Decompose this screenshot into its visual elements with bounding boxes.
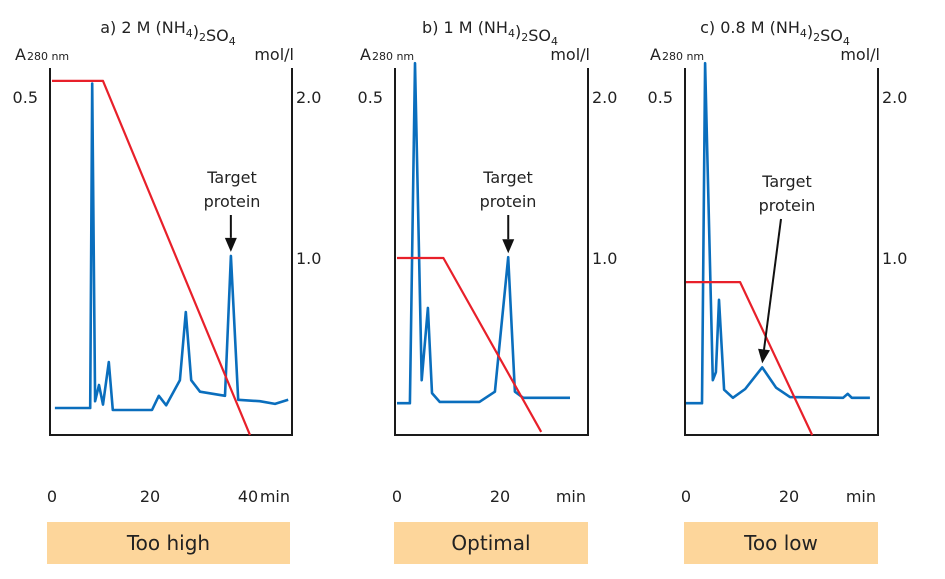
x-tick-label: 0 — [392, 487, 402, 506]
y-right-tick-label: 1.0 — [882, 249, 907, 268]
x-axis-label: min — [260, 487, 290, 506]
annotation-label-line2: protein — [480, 192, 537, 211]
axes-frame — [49, 68, 293, 436]
y-right-tick-label: 2.0 — [882, 88, 907, 107]
absorbance-trace — [397, 61, 570, 405]
panel-a: a) 2 M (NH4)2SO4 A280 nm mol/l 0 20 40 min 0.5 2… — [13, 18, 321, 564]
y-axis-left-label: A280 nm — [650, 45, 704, 64]
absorbance-trace — [54, 82, 289, 412]
annotation-label-line1: Target — [206, 168, 257, 187]
verdict-label: Too high — [126, 531, 210, 555]
axes-frame — [684, 68, 879, 436]
y-axis-right-label: mol/l — [550, 45, 590, 64]
annotation-arrow-shaft — [763, 218, 782, 350]
salt-gradient-line — [397, 256, 543, 433]
panel-title: a) 2 M (NH4)2SO4 — [100, 18, 236, 48]
panel-b: b) 1 M (NH4)2SO4 A280 nm mol/l 0 20 min 0.5 2.0… — [358, 18, 617, 564]
x-tick-label: 0 — [681, 487, 691, 506]
salt-gradient-line — [686, 281, 814, 436]
y-right-tick-label: 1.0 — [592, 249, 617, 268]
y-left-tick-label: 0.5 — [358, 88, 383, 107]
axes-frame — [394, 68, 589, 436]
annotation-label-line1: Target — [482, 168, 533, 187]
annotation-label-line2: protein — [759, 196, 816, 215]
x-axis-label: min — [846, 487, 876, 506]
y-left-tick-label: 0.5 — [648, 88, 673, 107]
verdict-label: Optimal — [451, 531, 530, 555]
salt-gradient-line — [52, 79, 252, 436]
verdict-label: Too low — [743, 531, 818, 555]
annotation-arrow-head — [224, 237, 237, 252]
annotation-arrow-head — [502, 239, 515, 254]
x-tick-label: 20 — [490, 487, 510, 506]
verdict-box — [394, 522, 588, 564]
annotation-label-line2: protein — [204, 192, 261, 211]
x-tick-label: 20 — [140, 487, 160, 506]
absorbance-trace — [686, 61, 870, 405]
annotation-label-line1: Target — [761, 172, 812, 191]
y-right-tick-label: 2.0 — [592, 88, 617, 107]
panel-title: b) 1 M (NH4)2SO4 — [422, 18, 558, 48]
x-tick-label: 20 — [779, 487, 799, 506]
verdict-box — [47, 522, 290, 564]
verdict-box — [684, 522, 878, 564]
y-right-tick-label: 2.0 — [296, 88, 321, 107]
x-tick-label: 0 — [47, 487, 57, 506]
y-left-tick-label: 0.5 — [13, 88, 38, 107]
y-axis-left-label: A280 nm — [15, 45, 69, 64]
annotation-arrow-head — [758, 348, 770, 364]
y-right-tick-label: 1.0 — [296, 249, 321, 268]
y-axis-left-label: A280 nm — [360, 45, 414, 64]
y-axis-right-label: mol/l — [840, 45, 880, 64]
x-axis-label: min — [556, 487, 586, 506]
y-axis-right-label: mol/l — [254, 45, 294, 64]
x-tick-label: 40 — [238, 487, 258, 506]
panel-title: c) 0.8 M (NH4)2SO4 — [700, 18, 850, 48]
